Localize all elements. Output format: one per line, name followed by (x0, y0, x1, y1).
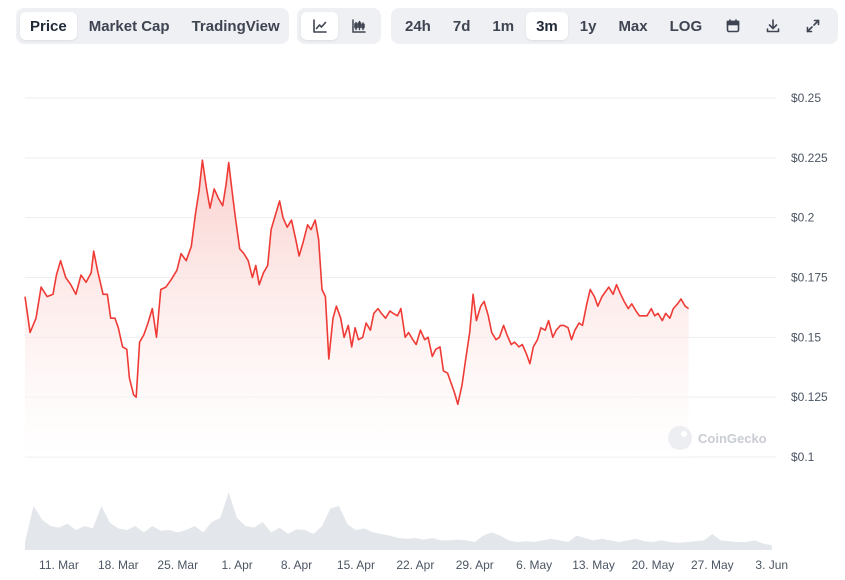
x-tick-label: 18. Mar (98, 558, 139, 572)
y-tick-label: $0.175 (791, 271, 828, 285)
x-tick-label: 13. May (572, 558, 615, 572)
x-tick-label: 6. May (516, 558, 552, 572)
watermark-text: CoinGecko (698, 431, 767, 446)
y-tick-label: $0.2 (791, 211, 815, 225)
coingecko-logo (668, 426, 692, 450)
range-1m[interactable]: 1m (492, 17, 515, 35)
x-tick-label: 27. May (691, 558, 734, 572)
x-tick-label: 25. Mar (157, 558, 198, 572)
y-tick-label: $0.125 (791, 390, 828, 404)
tab-price[interactable]: Price (20, 12, 77, 40)
fullscreen-button[interactable] (794, 12, 832, 40)
x-tick-label: 20. May (632, 558, 675, 572)
chart-toolbar: Price Market Cap TradingView 24h 7d 1m 3… (16, 8, 838, 44)
candlestick-chart-icon (351, 19, 366, 33)
x-tick-label: 15. Apr (337, 558, 375, 572)
x-tick-label: 11. Mar (39, 558, 79, 572)
calendar-icon (726, 19, 740, 33)
x-tick-label: 3. Jun (755, 558, 788, 572)
data-type-tabs: Price Market Cap TradingView (16, 8, 289, 44)
price-area-fill (25, 160, 689, 457)
range-7d[interactable]: 7d (452, 17, 471, 35)
range-3m[interactable]: 3m (526, 12, 568, 40)
tab-tradingview[interactable]: TradingView (191, 17, 280, 35)
volume-bars (25, 492, 772, 550)
line-chart-icon (312, 19, 327, 33)
chart-type-toggle (297, 8, 381, 44)
download-button[interactable] (754, 12, 792, 40)
x-tick-label: 1. Apr (221, 558, 252, 572)
log-scale-toggle[interactable]: LOG (669, 17, 703, 35)
date-picker-button[interactable] (714, 12, 752, 40)
y-tick-label: $0.15 (791, 330, 821, 344)
y-tick-label: $0.225 (791, 151, 828, 165)
candlestick-chart-button[interactable] (340, 12, 377, 40)
x-axis-labels: 11. Mar 18. Mar 25. Mar 1. Apr 8. Apr 15. Apr… (39, 558, 788, 572)
y-axis-labels: $0.25 $0.225 $0.2 $0.175 $0.15 $0.125 $0.1 (791, 91, 828, 464)
time-range-selector: 24h 7d 1m 3m 1y Max LOG (391, 8, 838, 44)
line-chart-button[interactable] (301, 12, 338, 40)
download-icon (766, 19, 780, 33)
x-tick-label: 29. Apr (456, 558, 494, 572)
range-1y[interactable]: 1y (579, 17, 597, 35)
y-tick-label: $0.25 (791, 91, 821, 105)
price-line (24, 159, 690, 406)
x-tick-label: 22. Apr (396, 558, 434, 572)
y-tick-label: $0.1 (791, 450, 815, 464)
range-max[interactable]: Max (618, 17, 648, 35)
tab-market-cap[interactable]: Market Cap (88, 17, 170, 35)
range-24h[interactable]: 24h (405, 17, 431, 35)
price-chart[interactable]: $0.25 $0.225 $0.2 $0.175 $0.15 $0.125 $0.1 11.… (0, 60, 845, 580)
volume-area (25, 492, 772, 550)
expand-icon (806, 19, 820, 33)
x-tick-label: 8. Apr (281, 558, 312, 572)
coingecko-watermark: CoinGecko (668, 426, 767, 450)
